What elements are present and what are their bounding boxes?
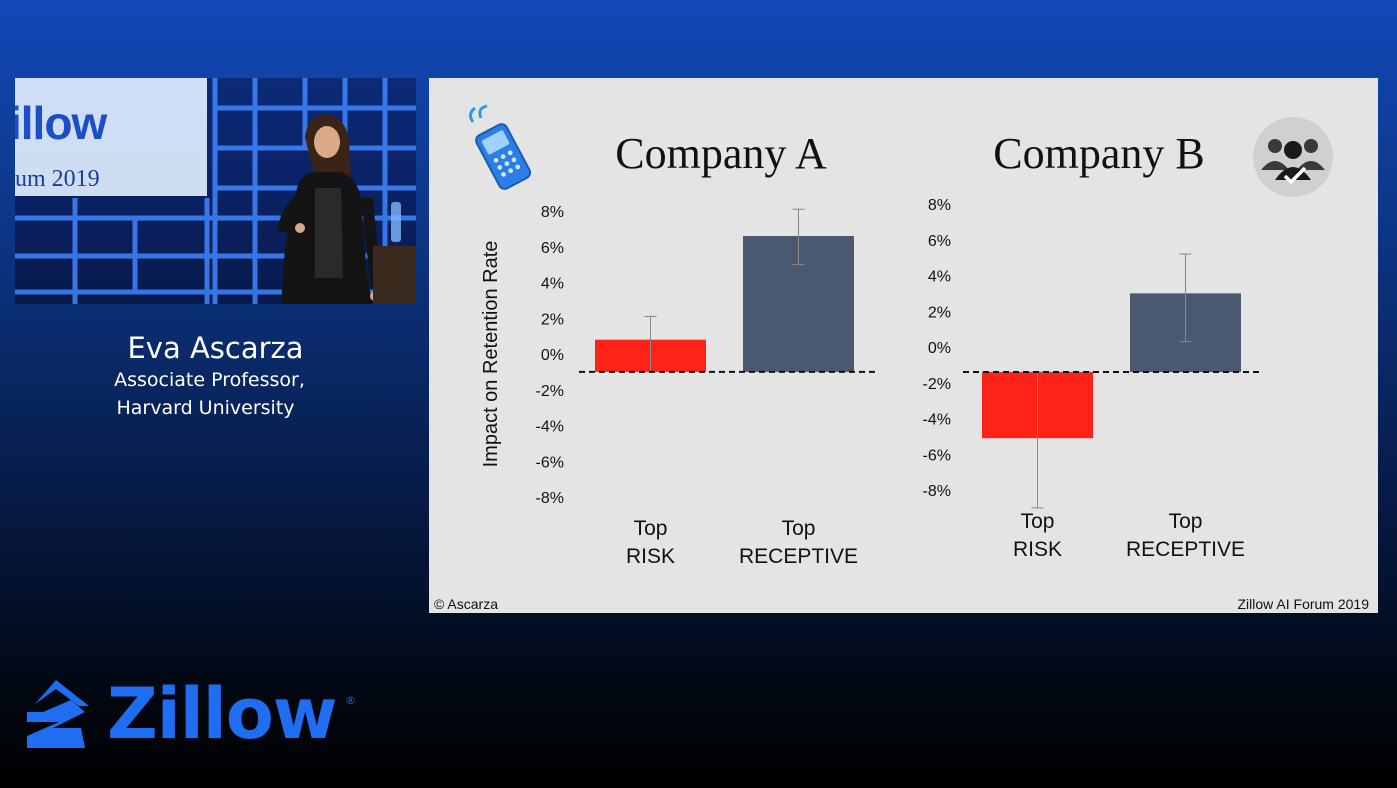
y-tick-label: 2% (928, 304, 951, 321)
backdrop-logo-text: illow (15, 97, 107, 149)
y-tick-label: -2% (536, 383, 564, 400)
zillow-logo: Zillow ® (23, 674, 363, 754)
podium (373, 202, 416, 304)
y-tick-label: 6% (541, 240, 564, 257)
bar-chart-panel: Company A 8% 6% 4% 2% 0% -2% -4% -6% -8% Impact on… (468, 104, 1333, 568)
speaker-name: Eva Ascarza (127, 331, 304, 365)
slide-footer-label: Zillow AI Forum 2019 (1237, 596, 1370, 612)
chart-title: Company B (993, 129, 1204, 178)
category-label-line2: RECEPTIVE (1126, 538, 1245, 561)
presentation-slide: Company A 8% 6% 4% 2% 0% -2% -4% -6% -8% Impact on… (429, 78, 1378, 613)
chart-company-a: Company A 8% 6% 4% 2% 0% -2% -4% -6% -8% Impact on… (480, 129, 875, 568)
backdrop-forum-text: um 2019 (15, 166, 100, 192)
stage-backdrop-grid (15, 78, 416, 304)
category-label-line2: RISK (1013, 538, 1062, 561)
y-tick-label: 8% (541, 204, 564, 221)
category-label-line1: Top (782, 517, 816, 540)
zillow-wordmark: Zillow (107, 673, 337, 755)
y-tick-label: -8% (536, 490, 564, 507)
category-label-line2: RECEPTIVE (739, 545, 858, 568)
speaker-caption: Eva Ascarza Associate Professor, Harvard… (15, 330, 416, 422)
y-tick-label: -6% (923, 447, 951, 464)
y-tick-label: 6% (928, 233, 951, 250)
zillow-house-icon (27, 680, 89, 748)
y-tick-label: -4% (923, 412, 951, 429)
category-label-line2: RISK (626, 545, 675, 568)
chart-title: Company A (615, 129, 827, 178)
speaker-title-line-1: Associate Professor, (114, 369, 305, 391)
y-tick-label: 4% (541, 276, 564, 293)
category-label-line1: Top (1021, 510, 1055, 533)
y-tick-label: -8% (923, 483, 951, 500)
y-axis-label: Impact on Retention Rate (480, 241, 502, 468)
speaker-video: illow um 2019 (15, 78, 416, 304)
y-tick-label: -6% (536, 454, 564, 471)
y-tick-label: -2% (923, 376, 951, 393)
speaker-title-line-2: Harvard University (116, 397, 295, 419)
copyright-note: © Ascarza (434, 596, 499, 612)
category-label-line1: Top (634, 517, 668, 540)
y-tick-label: -4% (536, 419, 564, 436)
team-approval-icon (1253, 117, 1333, 197)
category-label-line1: Top (1169, 510, 1203, 533)
y-tick-label: 0% (541, 347, 564, 364)
backdrop-panel (15, 78, 207, 196)
chart-company-b: Company B 8% 6% 4% 2% 0% -2% -4% -6% -8% Top RISK To… (923, 129, 1259, 561)
cell-phone-icon (468, 104, 532, 190)
registered-mark: ® (345, 694, 356, 707)
y-tick-label: 2% (541, 311, 564, 328)
y-tick-label: 4% (928, 269, 951, 286)
y-tick-label: 8% (928, 197, 951, 214)
speaker-figure (277, 114, 381, 304)
y-tick-label: 0% (928, 340, 951, 357)
